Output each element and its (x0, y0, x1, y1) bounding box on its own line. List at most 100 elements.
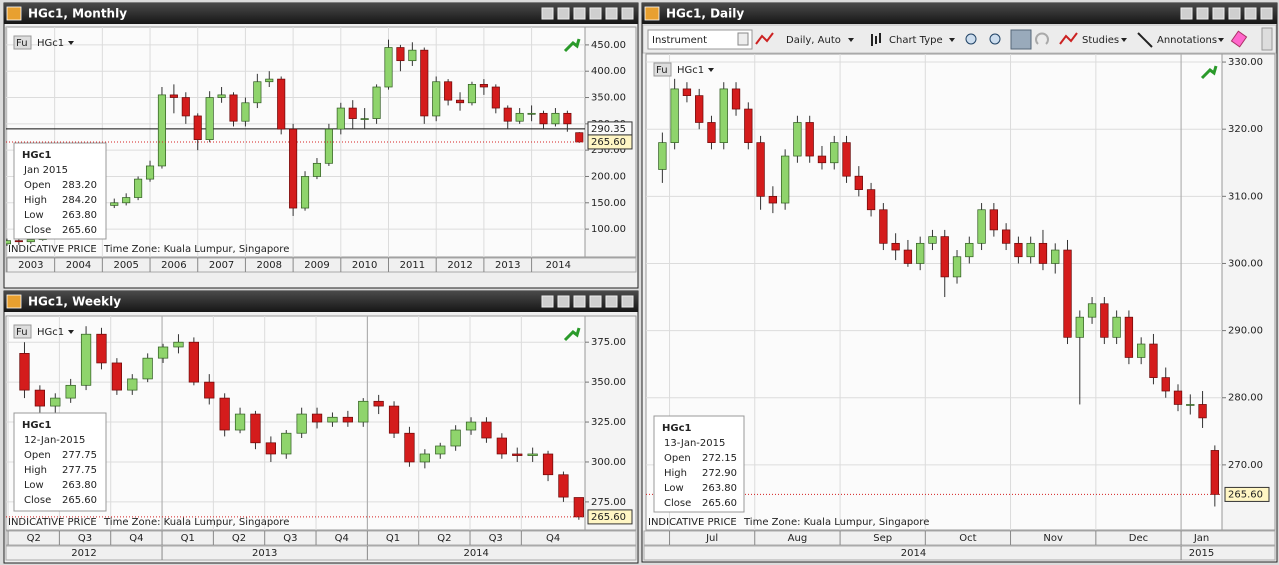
candle-body (157, 346, 169, 359)
y-tick-label: 375.00 (591, 337, 626, 348)
y-tick-label: 300.00 (1228, 258, 1263, 269)
window-button[interactable] (605, 7, 618, 20)
candle-body (300, 176, 310, 209)
toolbar-scroll[interactable] (1261, 27, 1273, 51)
candle-body (373, 400, 384, 407)
chart-type-menu[interactable]: Chart Type (889, 35, 943, 46)
window-button[interactable] (1244, 7, 1257, 20)
y-tick-label: 250.00 (591, 145, 626, 156)
window-button[interactable] (1228, 7, 1241, 20)
window-button[interactable] (1212, 7, 1225, 20)
candle-body (793, 122, 802, 157)
legend-symbol[interactable]: HGc1 (677, 65, 704, 76)
window-button[interactable] (1180, 7, 1193, 20)
legend-symbol[interactable]: HGc1 (37, 327, 64, 338)
badge-box (13, 324, 32, 339)
candle-body (241, 102, 250, 122)
candle-body (181, 97, 190, 117)
candle-body (977, 209, 986, 244)
lookup-icon[interactable] (737, 32, 749, 46)
candle-body (542, 453, 554, 476)
candle-body (96, 333, 107, 364)
window-button[interactable] (1260, 7, 1273, 20)
candle-body (219, 397, 230, 431)
candle-body (479, 84, 488, 88)
candle-body (388, 405, 400, 434)
title-bar (4, 3, 638, 24)
eraser[interactable] (1230, 30, 1248, 48)
window-button[interactable] (621, 295, 634, 308)
app-icon (6, 6, 22, 21)
candle-body (1173, 390, 1183, 405)
window-button[interactable] (605, 295, 618, 308)
title-bar (642, 3, 1277, 24)
candle-body (1137, 343, 1146, 358)
window-button[interactable] (589, 295, 602, 308)
candle-body (265, 442, 276, 455)
undo[interactable] (1035, 32, 1049, 45)
candle-body (204, 381, 215, 399)
candle-body (830, 142, 839, 164)
annotation-icon (1137, 32, 1153, 48)
candle-body (173, 341, 184, 348)
instrument-input[interactable] (647, 29, 753, 50)
info-symbol: HGc1 (22, 420, 52, 431)
window-button[interactable] (1196, 7, 1209, 20)
y-tick-label: 300.00 (591, 457, 626, 468)
y-tick-label: 280.00 (1228, 393, 1263, 404)
legend-symbol[interactable]: HGc1 (37, 38, 64, 49)
studies-menu[interactable]: Studies (1082, 35, 1119, 46)
candle-body (658, 142, 667, 170)
x-tick-label: 2015 (1189, 548, 1214, 559)
candle-body (1112, 316, 1121, 338)
window-button[interactable] (573, 295, 586, 308)
interval-menu[interactable]: Daily, Auto (786, 35, 841, 46)
candle-body (1186, 404, 1195, 406)
window-button[interactable] (573, 7, 586, 20)
candle-body (491, 86, 500, 109)
x-tick-label: Q3 (489, 533, 503, 544)
pan-tool[interactable] (1010, 29, 1032, 50)
candle-body (1100, 303, 1109, 338)
candle-body (435, 445, 446, 455)
y-tick-label: 275.00 (591, 497, 626, 508)
info-label: Low (24, 480, 44, 491)
candle-body (731, 88, 741, 110)
window-button[interactable] (541, 295, 554, 308)
time-axis-row (643, 530, 1276, 546)
x-tick-label: 2003 (18, 260, 43, 271)
window-button[interactable] (557, 295, 570, 308)
x-tick-label: Sep (873, 533, 892, 544)
time-axis-row (5, 257, 637, 273)
candle-body (250, 413, 261, 444)
y-tick-label: 350.00 (591, 93, 626, 104)
window-button[interactable] (621, 7, 634, 20)
timezone-note: Time Zone: Kuala Lumpur, Singapore (103, 517, 289, 528)
x-tick-label: Q4 (546, 533, 560, 544)
info-label: Low (664, 483, 684, 494)
x-tick-label: Aug (788, 533, 808, 544)
x-tick-label: 2011 (400, 260, 425, 271)
y-tick-label: 450.00 (591, 40, 626, 51)
candle-body (145, 165, 155, 180)
annotations-menu[interactable]: Annotations (1157, 35, 1217, 46)
timezone-note: Time Zone: Kuala Lumpur, Singapore (103, 244, 289, 255)
chart-icon[interactable] (755, 32, 774, 45)
zoom-in[interactable] (965, 33, 977, 45)
zoom-out[interactable] (989, 33, 1001, 45)
info-date: 12-Jan-2015 (24, 435, 85, 446)
window-button[interactable] (557, 7, 570, 20)
candle-body (342, 416, 353, 423)
y-tick-label: 270.00 (1228, 460, 1263, 471)
candle-body (311, 413, 323, 423)
candle-body (952, 256, 962, 278)
x-tick-label: Q2 (232, 533, 246, 544)
candle-body (289, 128, 298, 209)
window-button[interactable] (541, 7, 554, 20)
candle-body (854, 175, 863, 190)
x-tick-label: Q1 (386, 533, 400, 544)
candle-body (670, 88, 679, 143)
x-tick-label: Jan (1193, 533, 1209, 544)
window-button[interactable] (589, 7, 602, 20)
x-tick-label: 2013 (495, 260, 520, 271)
